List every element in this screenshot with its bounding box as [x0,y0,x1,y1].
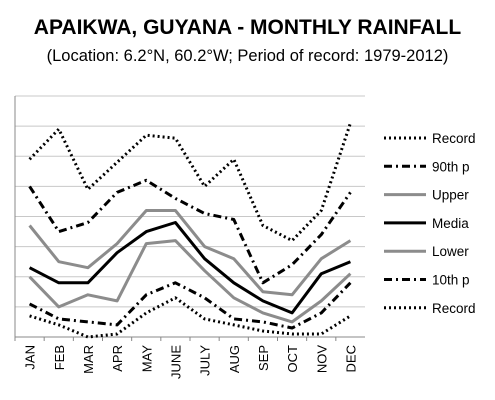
legend-label-6: Record [432,301,476,316]
x-axis-ticks: JAN FEB MAR APR MAY JUNE JULY AUG SEP OCT NOV DEC [14,337,358,379]
x-tick-label: JUNE [168,345,183,379]
x-tick-label: JAN [23,345,38,370]
series-line-4 [28,239,352,324]
legend-label-2: Upper [432,188,469,203]
series-line-3 [28,221,351,315]
x-tick-label: MAR [81,345,96,374]
x-tick-label: DEC [343,345,358,372]
series-line-1 [28,178,352,285]
series-line-0 [28,122,352,243]
chart-title: APAIKWA, GUYANA - MONTHLY RAINFALL [33,16,462,39]
legend-label-3: Media [432,216,469,231]
legend-label-1: 90th p [432,159,470,174]
legend-label-0: Record [432,131,476,146]
legend-label-4: Lower [432,244,469,259]
x-tick-label: FEB [52,345,67,370]
legend-label-5: 10th p [432,273,470,288]
legend: Record 90th p Upper Media Lower 10th p Record [384,131,476,316]
x-tick-label: JULY [198,345,213,376]
series-line-6 [29,296,352,339]
series-line-5 [28,281,352,330]
x-tick-label: AUG [227,345,242,373]
x-tick-label: SEP [256,345,271,371]
chart-subtitle: (Location: 6.2°N, 60.2°W; Period of reco… [46,47,449,65]
series-line-2 [28,209,352,297]
x-tick-label: NOV [314,345,329,374]
x-tick-label: APR [110,345,125,372]
grid [15,95,365,338]
x-tick-label: OCT [285,345,300,373]
x-tick-label: MAY [139,345,154,373]
series-lines [28,122,352,339]
